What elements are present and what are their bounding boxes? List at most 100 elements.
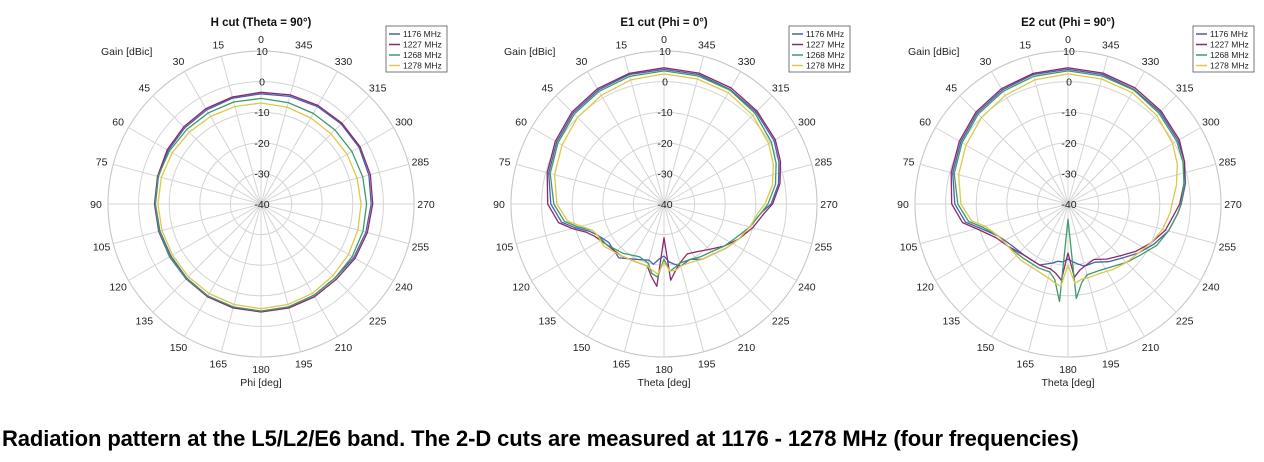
grid-spoke	[920, 163, 1069, 205]
grid-spoke	[663, 71, 741, 205]
grid-spoke	[663, 163, 812, 205]
series-line	[957, 73, 1178, 287]
angle-tick-label: 90	[90, 199, 102, 211]
legend-entry: 1278 MHz	[1210, 61, 1249, 71]
angle-tick-label: 270	[820, 199, 838, 211]
radial-tick-label: -20	[254, 138, 269, 150]
angle-tick-label: 315	[369, 82, 387, 94]
chart-title: E2 cut (Phi = 90°)	[1021, 17, 1115, 29]
radial-tick-label: -30	[254, 168, 269, 180]
legend-entry: 1268 MHz	[806, 50, 845, 60]
grid-spoke	[663, 203, 741, 337]
angle-tick-label: 30	[576, 56, 588, 68]
radial-tick-label: 10	[1063, 46, 1075, 58]
angle-tick-label: 330	[1142, 56, 1160, 68]
angle-tick-label: 225	[772, 316, 790, 328]
angle-tick-label: 240	[798, 282, 816, 294]
radial-tick-label: 0	[1066, 77, 1072, 89]
grid-spoke	[663, 95, 773, 205]
legend-entry: 1176 MHz	[1210, 29, 1248, 39]
polar-grid	[510, 50, 818, 358]
grid-spoke	[623, 203, 665, 352]
grid-spoke	[184, 71, 262, 205]
angle-tick-label: 135	[943, 316, 961, 328]
legend-box	[788, 25, 851, 73]
grid-spoke	[531, 127, 665, 205]
angle-tick-label: 210	[335, 342, 353, 354]
angle-tick-label: 165	[210, 358, 228, 370]
angle-tick-label: 15	[615, 40, 627, 52]
angle-tick-label: 240	[1202, 282, 1220, 294]
grid-spoke	[920, 203, 1069, 245]
radial-tick-label: -20	[1061, 138, 1076, 150]
series-line	[153, 91, 374, 313]
radial-tick-label: 0	[662, 77, 668, 89]
radial-tick-label: -40	[254, 199, 269, 211]
angle-tick-label: 0	[661, 34, 667, 46]
series-line	[548, 68, 780, 267]
angle-tick-label: 120	[512, 282, 530, 294]
polar-chart-2: 0 15 30 45 60 75 90 105 120 135 150 165 180 195 210 225…	[493, 17, 851, 389]
angle-tick-label: 45	[945, 82, 957, 94]
radial-tick-label: -20	[657, 138, 672, 150]
angle-tick-label: 60	[919, 117, 931, 129]
angle-tick-label: 135	[539, 316, 557, 328]
legend-entry: 1278 MHz	[403, 61, 442, 71]
angle-tick-label: 60	[112, 117, 124, 129]
grid-spoke	[128, 127, 262, 205]
radial-tick-label: -10	[1061, 107, 1076, 119]
radial-axis-label: Gain [dBic]	[101, 46, 152, 58]
grid-spoke	[260, 203, 394, 281]
grid-spoke	[663, 203, 705, 352]
grid-spoke	[260, 203, 302, 352]
chart-title: H cut (Theta = 90°)	[211, 17, 312, 29]
polar-grid	[107, 50, 415, 358]
grid-spoke	[1067, 95, 1177, 205]
grid-spoke	[1067, 163, 1216, 205]
angle-tick-label: 300	[1202, 117, 1220, 129]
grid-spoke	[260, 203, 370, 313]
angle-tick-label: 105	[496, 242, 514, 254]
angle-tick-label: 330	[738, 56, 756, 68]
angle-tick-label: 150	[977, 342, 995, 354]
angle-tick-label: 45	[541, 82, 553, 94]
grid-spoke	[935, 127, 1069, 205]
grid-spoke	[220, 203, 262, 352]
angle-tick-label: 330	[335, 56, 353, 68]
grid-spoke	[260, 95, 370, 205]
angle-tick-label: 120	[916, 282, 934, 294]
angle-tick-label: 195	[1102, 358, 1120, 370]
series-line	[157, 102, 362, 310]
series-group	[153, 91, 374, 313]
series-group	[546, 67, 782, 287]
legend-entry: 1278 MHz	[806, 61, 845, 71]
grid-spoke	[1027, 56, 1069, 205]
angle-tick-label: 45	[138, 82, 150, 94]
radial-axis-label: Gain [dBic]	[504, 46, 555, 58]
angle-tick-label: 75	[96, 156, 108, 168]
angle-axis-label: Theta [deg]	[1041, 377, 1094, 389]
grid-spoke	[128, 203, 262, 281]
angle-tick-label: 285	[412, 156, 430, 168]
angle-tick-label: 240	[395, 282, 413, 294]
polar-chart-3: 0 15 30 45 60 75 90 105 120 135 150 165 180 195 210 225…	[897, 17, 1255, 389]
legend-entry: 1227 MHz	[403, 40, 442, 50]
angle-tick-label: 300	[395, 117, 413, 129]
angle-tick-label: 105	[93, 242, 111, 254]
angle-tick-label: 345	[1102, 40, 1120, 52]
radial-tick-label: -40	[1061, 199, 1076, 211]
grid-spoke	[260, 203, 409, 245]
legend-entry: 1268 MHz	[1210, 50, 1249, 60]
grid-spoke	[587, 203, 665, 337]
series-line	[546, 67, 782, 287]
figure-caption: Radiation pattern at the L5/L2/E6 band. …	[2, 426, 1079, 451]
grid-spoke	[1067, 71, 1145, 205]
series-group	[950, 67, 1187, 303]
grid-spoke	[516, 203, 665, 245]
angle-tick-label: 75	[903, 156, 915, 168]
grid-spoke	[1067, 56, 1109, 205]
grid-spoke	[260, 56, 302, 205]
